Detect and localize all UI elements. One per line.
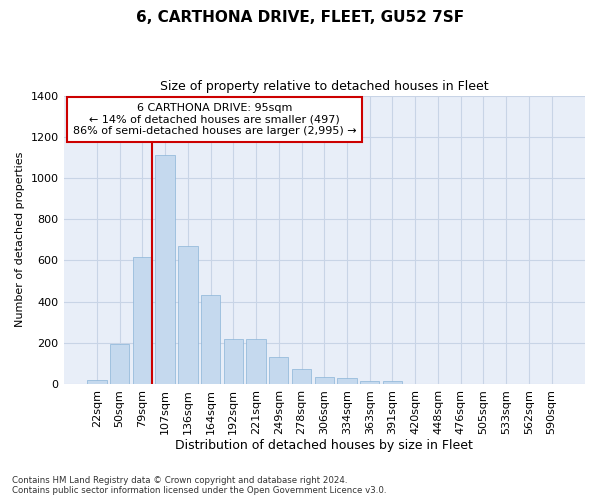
Bar [292, 368, 311, 384]
Bar [383, 381, 402, 384]
Bar [337, 378, 356, 384]
Bar [201, 296, 220, 384]
Bar [247, 338, 266, 384]
Bar [314, 376, 334, 384]
Bar [87, 380, 107, 384]
Text: 6 CARTHONA DRIVE: 95sqm
← 14% of detached houses are smaller (497)
86% of semi-d: 6 CARTHONA DRIVE: 95sqm ← 14% of detache… [73, 103, 356, 136]
Bar [110, 344, 130, 384]
X-axis label: Distribution of detached houses by size in Fleet: Distribution of detached houses by size … [175, 440, 473, 452]
Bar [155, 156, 175, 384]
Y-axis label: Number of detached properties: Number of detached properties [15, 152, 25, 328]
Title: Size of property relative to detached houses in Fleet: Size of property relative to detached ho… [160, 80, 488, 93]
Bar [224, 338, 243, 384]
Text: Contains HM Land Registry data © Crown copyright and database right 2024.
Contai: Contains HM Land Registry data © Crown c… [12, 476, 386, 495]
Bar [178, 246, 197, 384]
Text: 6, CARTHONA DRIVE, FLEET, GU52 7SF: 6, CARTHONA DRIVE, FLEET, GU52 7SF [136, 10, 464, 25]
Bar [269, 357, 289, 384]
Bar [133, 258, 152, 384]
Bar [360, 381, 379, 384]
